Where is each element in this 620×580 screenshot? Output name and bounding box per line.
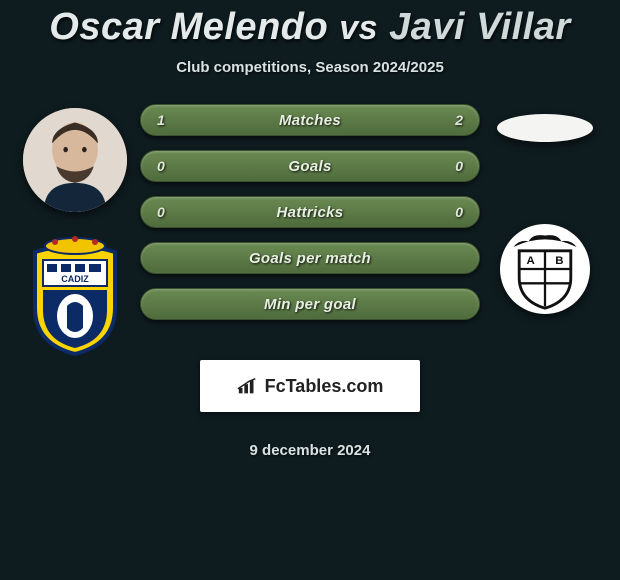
stat-label: Min per goal	[264, 296, 356, 313]
stat-row-min-per-goal: Min per goal	[140, 288, 480, 320]
stat-left-value: 0	[157, 204, 165, 220]
infographic-root: Oscar Melendo vs Javi Villar Club compet…	[0, 0, 620, 580]
shield-icon: CADIZ	[25, 236, 125, 356]
cadiz-club-badge: CADIZ	[23, 234, 127, 358]
comparison-title: Oscar Melendo vs Javi Villar	[49, 6, 570, 49]
svg-text:A: A	[527, 255, 535, 267]
stat-right-value: 2	[455, 112, 463, 128]
svg-text:B: B	[555, 255, 563, 267]
stat-label: Matches	[279, 112, 341, 129]
stat-left-value: 1	[157, 112, 165, 128]
bar-chart-icon	[237, 376, 259, 396]
brand-text: FcTables.com	[265, 376, 384, 397]
stat-right-value: 0	[455, 204, 463, 220]
player1-avatar	[23, 108, 127, 212]
subtitle: Club competitions, Season 2024/2025	[176, 59, 444, 76]
stat-row-goals-per-match: Goals per match	[140, 242, 480, 274]
stat-label: Goals	[288, 158, 331, 175]
date-line: 9 december 2024	[250, 442, 371, 459]
svg-text:CADIZ: CADIZ	[61, 274, 89, 284]
right-column: A B	[485, 104, 605, 314]
main-row: CADIZ 1 Matches 2 0 Goals 0 0 Hattri	[0, 104, 620, 459]
bat-shield-icon: A B	[502, 226, 588, 312]
player2-name: Javi Villar	[389, 6, 571, 48]
player1-name: Oscar Melendo	[49, 6, 328, 48]
player2-avatar-placeholder	[497, 114, 593, 142]
stat-label: Hattricks	[277, 204, 344, 221]
brand-box: FcTables.com	[200, 360, 420, 412]
stat-row-hattricks: 0 Hattricks 0	[140, 196, 480, 228]
stat-label: Goals per match	[249, 250, 371, 267]
stat-row-matches: 1 Matches 2	[140, 104, 480, 136]
albacete-club-badge: A B	[500, 224, 590, 314]
stat-left-value: 0	[157, 158, 165, 174]
vs-separator: vs	[339, 9, 378, 47]
left-column: CADIZ	[15, 104, 135, 358]
stat-right-value: 0	[455, 158, 463, 174]
person-icon	[23, 108, 127, 212]
stats-column: 1 Matches 2 0 Goals 0 0 Hattricks 0 Goal…	[135, 104, 485, 459]
stat-row-goals: 0 Goals 0	[140, 150, 480, 182]
